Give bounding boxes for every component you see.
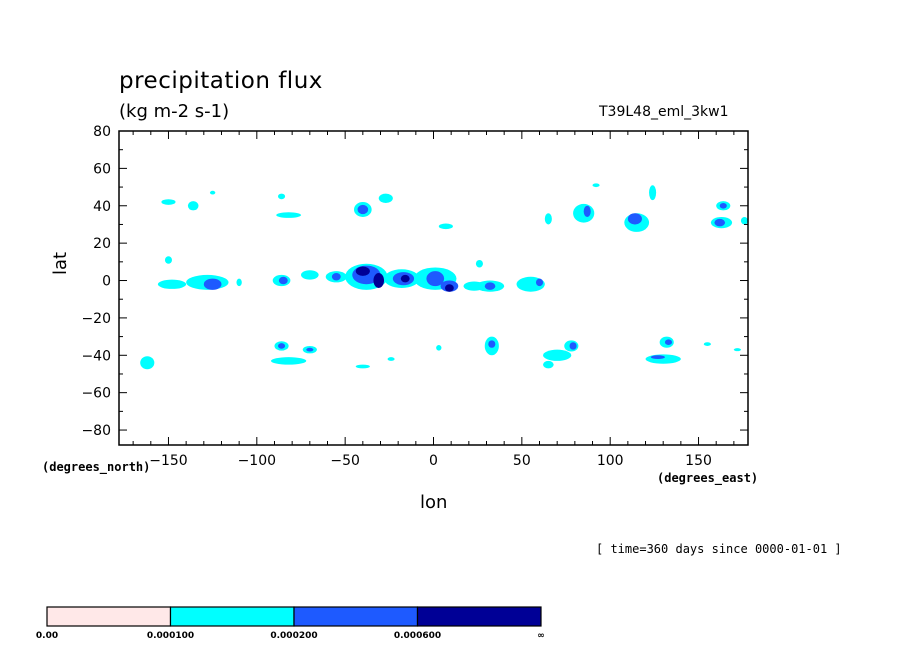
precip-cell-55 (387, 357, 395, 361)
chart-units: (kg m-2 s-1) (119, 101, 230, 122)
y-tick-label: −20 (81, 311, 111, 327)
precip-cell-2 (157, 279, 187, 289)
precip-cell-23 (463, 281, 485, 291)
precip-cell-66 (650, 355, 665, 360)
precip-cell-29 (378, 193, 393, 203)
x-tick-label: 0 (429, 453, 438, 469)
precip-cell-33 (161, 199, 176, 205)
x-tick-label: −100 (238, 453, 276, 469)
precip-cell-35 (209, 190, 216, 195)
precip-cell-30 (438, 223, 453, 230)
precip-cell-14 (400, 274, 410, 283)
precip-cell-64 (664, 339, 673, 346)
chart-title: precipitation flux (119, 68, 323, 94)
precip-cell-51 (270, 357, 307, 365)
precip-cell-61 (569, 342, 577, 350)
precip-cell-10 (355, 266, 370, 276)
x-tick-label: 50 (513, 453, 531, 469)
precip-cell-68 (733, 348, 741, 352)
x-coord-units: (degrees_east) (657, 471, 759, 485)
precip-cell-48 (140, 356, 155, 370)
precip-cell-7 (331, 273, 341, 281)
precip-cell-28 (357, 204, 369, 215)
x-tick-label: −150 (149, 453, 187, 469)
precip-cell-36 (544, 213, 552, 225)
y-tick-label: 20 (93, 236, 111, 252)
precip-cell-4 (278, 276, 288, 285)
y-coord-units: (degrees_north) (42, 460, 151, 474)
y-tick-label: −60 (81, 386, 111, 402)
precip-cell-38 (583, 205, 591, 217)
run-name: T39L48_eml_3kw1 (599, 104, 729, 120)
precip-cell-42 (649, 185, 657, 201)
colorbar-segment-0 (46, 606, 172, 627)
colorbar-label-2: 0.000200 (270, 631, 317, 641)
precip-cell-31 (276, 212, 301, 218)
precip-cell-53 (306, 347, 314, 352)
x-tick-label: 150 (685, 453, 712, 469)
colorbar: 0.00 0.000100 0.000200 0.000600 ∞ (36, 606, 545, 641)
precip-cell-24 (475, 259, 483, 268)
x-tick-label: −50 (330, 453, 360, 469)
precip-cell-46 (714, 218, 726, 227)
colorbar-label-1: 0.000100 (147, 631, 194, 641)
precip-cell-16 (426, 271, 445, 287)
precip-cell-5 (300, 270, 319, 280)
x-tick-label: 100 (597, 453, 624, 469)
precip-cell-44 (719, 202, 727, 209)
precip-cell-41 (627, 213, 642, 225)
colorbar-label-4: ∞ (537, 631, 545, 641)
precip-cell-65 (645, 354, 681, 364)
precip-cell-25 (164, 256, 173, 264)
precip-cell-47 (740, 216, 748, 225)
precip-cell-1 (203, 278, 222, 290)
y-tick-label: 0 (102, 274, 111, 290)
colorbar-label-3: 0.000600 (394, 631, 441, 641)
precip-cell-59 (543, 349, 572, 361)
x-axis-label: lon (420, 492, 448, 513)
colorbar-segment-2 (293, 606, 419, 627)
precip-cell-26 (236, 278, 242, 287)
time-info: [ time=360 days since 0000-01-01 ] (596, 542, 842, 556)
precip-cell-37 (573, 203, 595, 223)
precip-cell-32 (278, 193, 286, 200)
contour-cells (140, 183, 748, 370)
y-tick-label: −80 (81, 423, 111, 439)
precip-cell-58 (488, 340, 496, 348)
precip-cell-11 (373, 273, 385, 288)
colorbar-label-0: 0.00 (36, 631, 58, 641)
precip-cell-20 (484, 282, 496, 290)
precip-cell-22 (535, 278, 544, 287)
y-tick-label: −40 (81, 348, 111, 364)
precip-cell-39 (592, 183, 600, 188)
colorbar-segment-3 (416, 606, 542, 627)
precip-cell-62 (543, 360, 554, 369)
precip-cell-54 (355, 364, 370, 369)
colorbar-segment-1 (169, 606, 295, 627)
precip-cell-67 (703, 342, 711, 346)
precip-cell-18 (444, 284, 454, 292)
y-tick-label: 60 (93, 161, 111, 177)
axis-ticks: −150 −100 −50 0 50 100 150 80 60 40 20 0 −20 −40 −60 −8… (81, 124, 748, 469)
precip-cell-50 (278, 343, 286, 349)
precip-cell-56 (436, 345, 442, 351)
y-tick-label: 80 (93, 124, 111, 140)
precip-cell-34 (187, 201, 199, 211)
y-tick-label: 40 (93, 199, 111, 215)
